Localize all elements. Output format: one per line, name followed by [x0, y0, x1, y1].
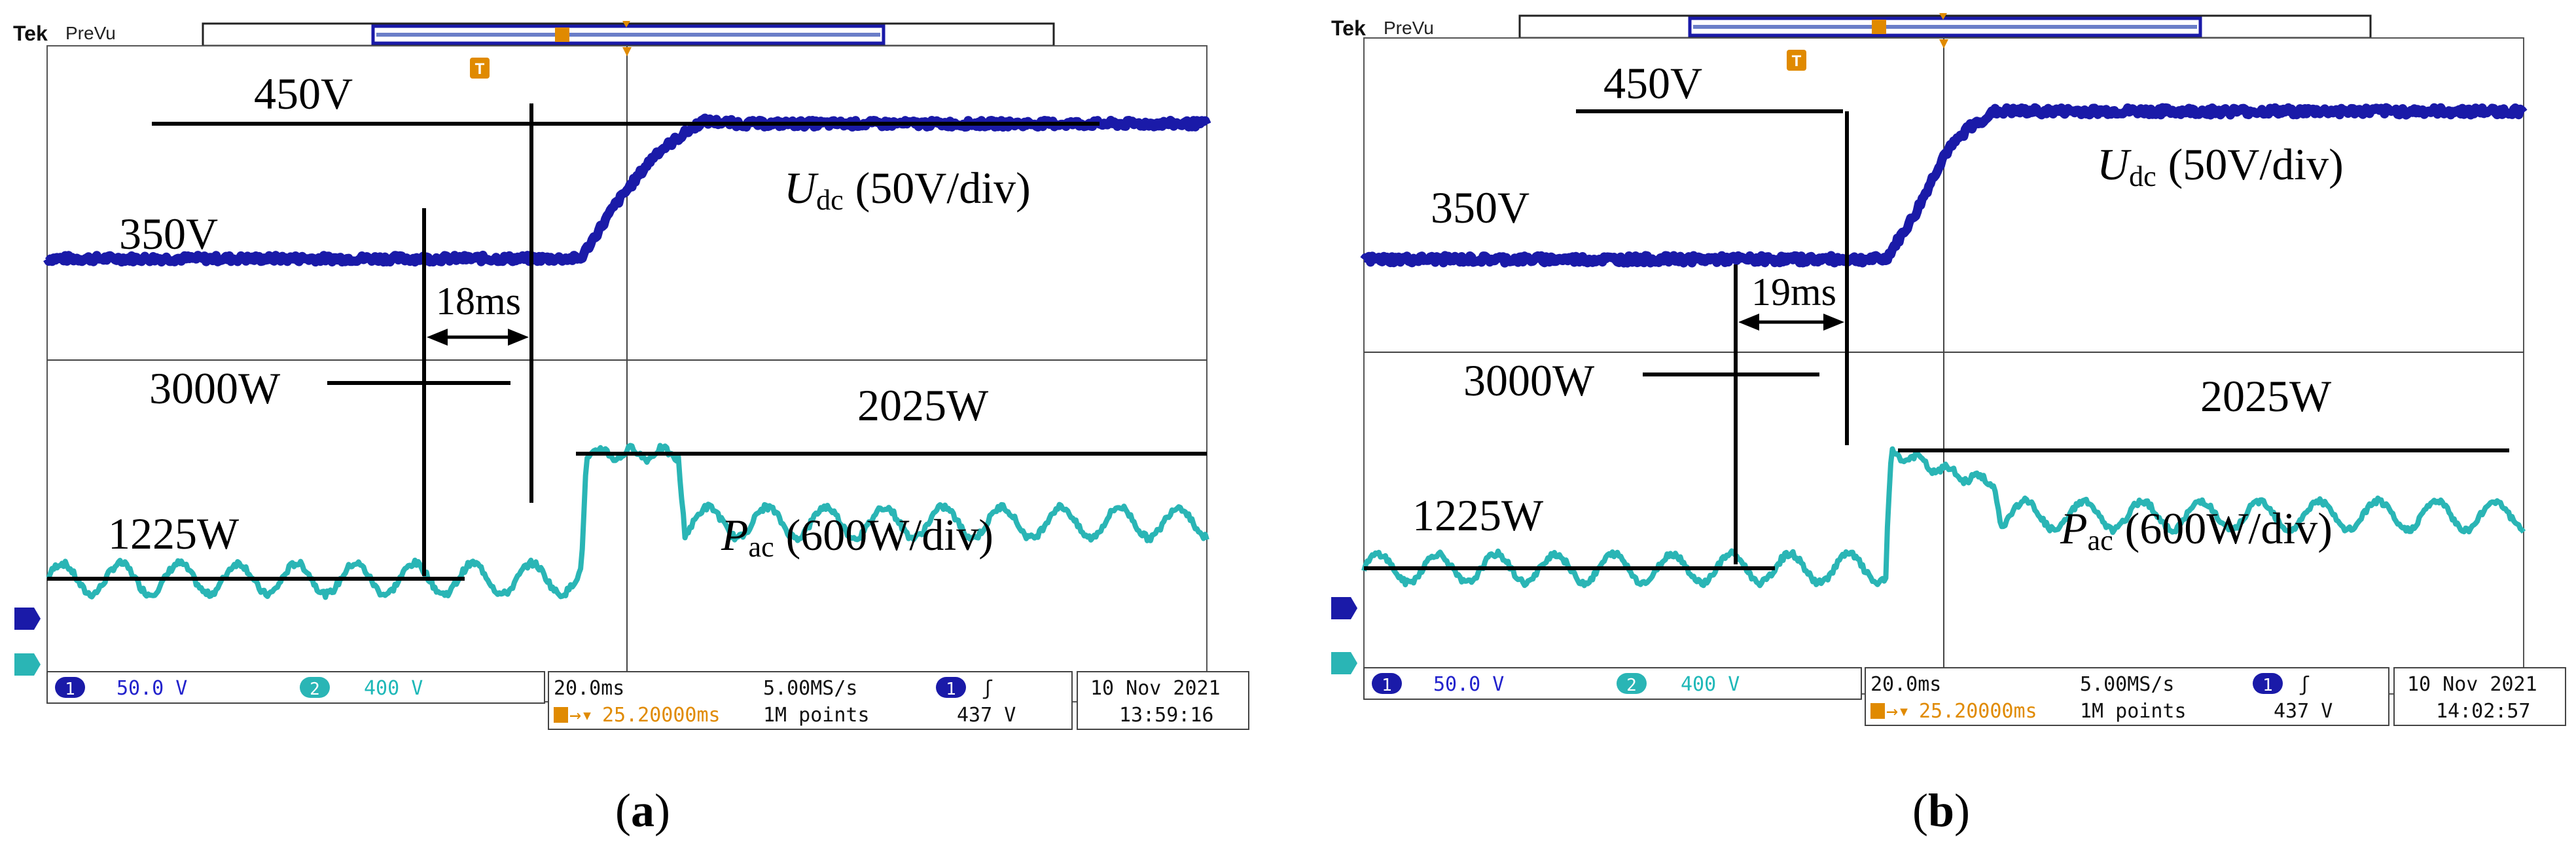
ch1-scale: 50.0 V [1433, 673, 1504, 696]
udc-level-after-label: 450V [254, 69, 353, 118]
scope-panel-b: Tek PreVu T 450V 350V 19ms 3000W 2025W 1… [1331, 13, 2566, 837]
pac-peak-label: 3000W [1463, 355, 1595, 405]
ch1-badge-label: 1 [65, 680, 75, 699]
scope-panel-a: Tek PreVu T 450V 350V 18ms 300 [13, 21, 1249, 837]
arrowhead-left-icon [427, 329, 448, 346]
record-center-marker-icon [1939, 13, 1947, 20]
ch2-badge-label: 2 [1626, 676, 1637, 695]
arrowhead-right-icon [1823, 314, 1844, 331]
pac-trace [46, 443, 1209, 600]
pac-peak-label: 3000W [149, 363, 281, 413]
acq-mode: PreVu [1384, 18, 1434, 38]
horizontal-readout-box [548, 671, 1073, 730]
trigger-offset-arrow: →▾ [569, 704, 593, 727]
udc-channel-label: Udc (50V/div) [784, 163, 1031, 216]
ch2-scale: 400 V [364, 677, 423, 700]
trigger-source-label: 1 [2263, 676, 2273, 695]
arrowhead-left-icon [1738, 314, 1759, 331]
trigger-source-badge[interactable] [936, 677, 966, 698]
panel-caption: (a) [615, 784, 670, 837]
udc-level-before-label: 350V [119, 209, 218, 259]
udc-trace [1360, 103, 2528, 268]
record-length: 1M points [2080, 700, 2187, 723]
pac-level-before-label: 1225W [108, 509, 240, 558]
record-center-marker-icon [622, 21, 630, 27]
ch2-ground-marker-icon[interactable] [14, 653, 41, 676]
acq-mode: PreVu [65, 23, 116, 43]
record-length: 1M points [763, 704, 870, 727]
trigger-offset-icon [554, 707, 568, 723]
settle-time-label: 19ms [1751, 270, 1836, 314]
ch2-scale: 400 V [1681, 673, 1740, 696]
trigger-position: 25.20000ms [602, 704, 721, 727]
capture-date: 10 Nov 2021 [1090, 677, 1221, 700]
udc-level-before-label: 350V [1431, 183, 1530, 232]
trigger-offset-arrow: →▾ [1886, 700, 1910, 723]
ch1-badge[interactable] [55, 677, 85, 698]
status-bar: 1 50.0 V 2 400 V 20.0ms 5.00MS/s →▾ 25.2… [46, 671, 1249, 730]
tek-logo: Tek [1331, 16, 1366, 40]
pac-channel-label: Pac (600W/div) [2060, 503, 2333, 556]
ch1-badge[interactable] [1372, 673, 1402, 694]
pac-channel-label: Pac (600W/div) [721, 510, 993, 563]
pac-level-after-label: 2025W [2200, 371, 2332, 421]
pac-level-after-label: 2025W [857, 380, 989, 430]
trigger-source-label: 1 [946, 680, 956, 699]
ch1-badge-label: 1 [1382, 676, 1392, 695]
ch1-ground-marker-icon[interactable] [14, 608, 41, 630]
panel-caption: (b) [1912, 784, 1970, 837]
trigger-marker-icon [470, 58, 490, 79]
ch2-badge[interactable] [1617, 673, 1647, 694]
channel-readout-box [46, 671, 545, 704]
ch2-ground-marker-icon[interactable] [1331, 652, 1357, 674]
trigger-position-icon [555, 27, 569, 42]
trigger-slope-icon: ʃ [982, 677, 993, 700]
trigger-marker-glyph: T [475, 60, 485, 78]
capture-time: 13:59:16 [1119, 704, 1214, 727]
trigger-source-badge[interactable] [2253, 673, 2283, 694]
status-bar: 1 50.0 V 2 400 V 20.0ms 5.00MS/s →▾ 25.2… [1363, 667, 2566, 726]
capture-time: 14:02:57 [2436, 700, 2531, 723]
trigger-marker-icon [1787, 50, 1806, 71]
timebase: 20.0ms [554, 677, 624, 700]
timebase: 20.0ms [1870, 673, 1941, 696]
udc-channel-label: Udc (50V/div) [2097, 139, 2344, 192]
sample-rate: 5.00MS/s [2080, 673, 2175, 696]
channel-readout-box [1363, 667, 1862, 700]
trigger-slope-icon: ʃ [2299, 673, 2310, 696]
trigger-offset-icon [1870, 703, 1885, 719]
ch1-scale: 50.0 V [116, 677, 187, 700]
udc-level-after-label: 450V [1603, 58, 1702, 108]
trigger-position: 25.20000ms [1919, 700, 2037, 723]
arrowhead-right-icon [508, 329, 529, 346]
pac-trace [1361, 446, 2526, 589]
clock-readout-box [2393, 667, 2566, 726]
capture-date: 10 Nov 2021 [2407, 673, 2537, 696]
center-marker-icon [1939, 39, 1948, 48]
pac-level-before-label: 1225W [1412, 490, 1544, 540]
tek-logo: Tek [13, 22, 48, 45]
trigger-marker-glyph: T [1792, 52, 1802, 70]
settle-time-label: 18ms [436, 280, 521, 323]
ch2-badge-label: 2 [310, 680, 320, 699]
horizontal-readout-box [1865, 667, 2389, 726]
trigger-position-icon [1872, 20, 1886, 34]
ch1-ground-marker-icon[interactable] [1331, 597, 1357, 619]
center-marker-icon [622, 47, 632, 56]
ch2-badge[interactable] [300, 677, 330, 698]
sample-rate: 5.00MS/s [763, 677, 858, 700]
trigger-level: 437 V [2274, 700, 2333, 723]
clock-readout-box [1077, 671, 1249, 730]
trigger-level: 437 V [957, 704, 1016, 727]
